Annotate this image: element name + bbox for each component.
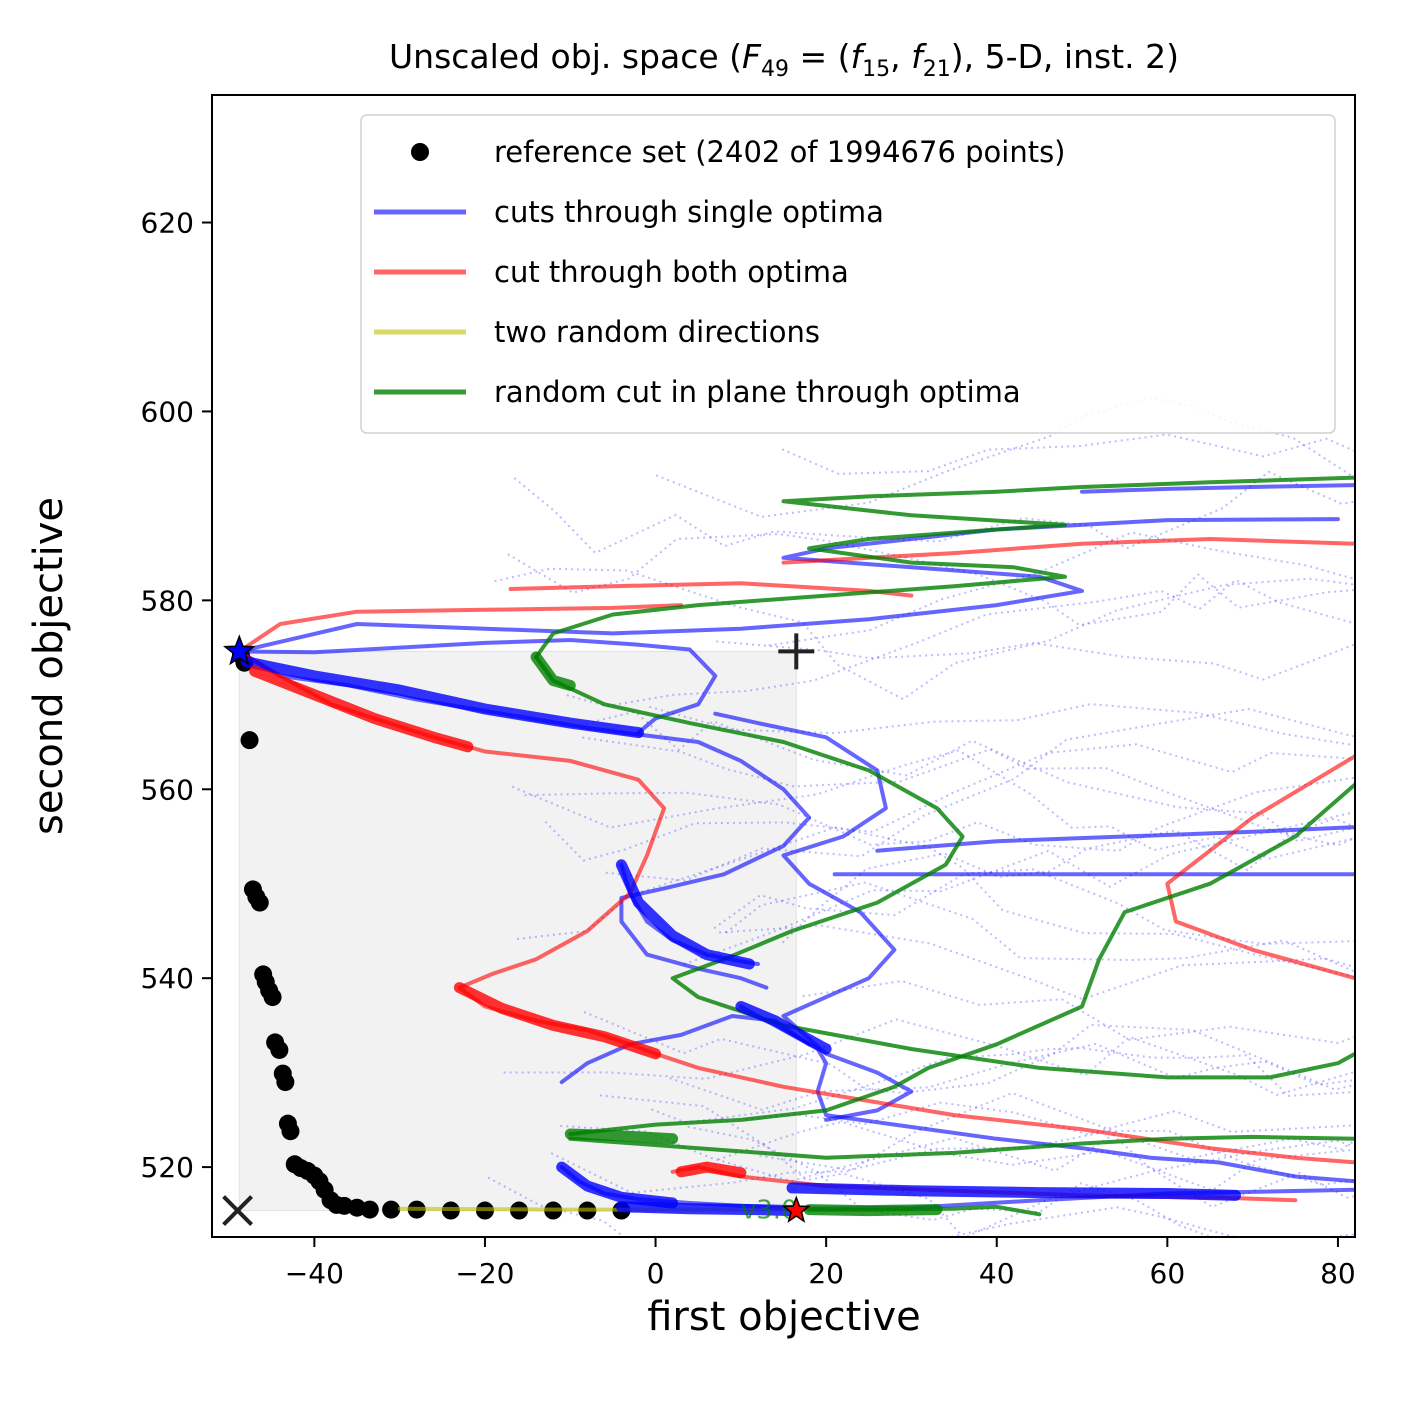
series-line-highlight <box>675 1161 747 1179</box>
plot-frame <box>211 94 1356 1238</box>
dotted-cut-line <box>759 1129 1355 1172</box>
series-line <box>237 603 684 654</box>
reference-point <box>276 1073 295 1092</box>
dotted-cut-line <box>524 776 1355 852</box>
series-line <box>781 537 1355 565</box>
x-tick-label: 60 <box>1150 1257 1186 1290</box>
series-line-highlight <box>615 1201 798 1217</box>
dotted-cut-line <box>516 826 1355 978</box>
reference-point <box>360 1200 379 1219</box>
series-line-highlight <box>556 1161 679 1209</box>
y-tick-label: 620 <box>141 207 194 240</box>
dotted-cut-line <box>781 817 1355 944</box>
reference-point <box>250 893 269 912</box>
x-axis: −40 −20 0 20 40 60 80 <box>285 1237 1356 1290</box>
series-layer <box>232 475 1355 1220</box>
dotted-cut-line <box>605 707 1355 882</box>
series-line <box>713 711 914 1122</box>
legend-label: reference set (2402 of 1994676 points) <box>494 135 1066 169</box>
dotted-cut-line <box>511 749 1355 860</box>
series-line-highlight <box>240 656 644 739</box>
dotted-cut-line <box>802 979 1355 1045</box>
series-line-highlight <box>786 1182 1242 1201</box>
ideal-point-marker <box>222 1195 254 1226</box>
dotted-cut-line <box>507 532 1355 627</box>
y-tick-label: 600 <box>141 395 194 428</box>
series-line <box>1165 754 1355 981</box>
series-line-highlight <box>249 665 474 753</box>
series-line <box>1080 483 1355 494</box>
series-line <box>237 517 1340 654</box>
dotted-cut-line <box>566 578 1355 708</box>
series-line-highlight <box>530 651 576 691</box>
legend-label: random cut in plane through optima <box>494 375 1021 409</box>
legend: reference set (2402 of 1994676 points) cu… <box>360 114 1336 434</box>
series-line <box>568 1134 1355 1160</box>
x-tick-label: 0 <box>647 1257 665 1290</box>
first-optimum-star-icon <box>222 634 256 666</box>
y-axis-label: second objective <box>26 497 72 835</box>
series-line <box>237 638 718 735</box>
legend-label: cut through both optima <box>494 255 849 289</box>
reference-point <box>270 1040 289 1059</box>
reference-point <box>382 1200 401 1219</box>
y-tick-label: 580 <box>141 584 194 617</box>
y-tick-label: 540 <box>141 962 194 995</box>
legend-label: cuts through single optima <box>494 195 884 229</box>
marker-layer: v3.0 <box>222 633 815 1226</box>
dotted-cut-line <box>781 433 1355 475</box>
series-line-highlight <box>735 1001 832 1055</box>
series-line <box>534 655 1355 1080</box>
series-line-highlight <box>564 1128 679 1145</box>
series-line <box>568 782 1355 1136</box>
x-tick-label: −20 <box>455 1257 514 1290</box>
legend-marker <box>411 143 429 161</box>
reference-point <box>281 1122 300 1141</box>
series-line-highlight <box>453 982 662 1060</box>
reference-point <box>263 988 282 1007</box>
y-axis: 520 540 560 580 600 620 <box>141 207 212 1184</box>
nadir-point-marker <box>778 633 815 670</box>
dotted-cut-line <box>669 1042 1355 1111</box>
y-tick-label: 520 <box>141 1151 194 1184</box>
legend-box <box>360 114 1336 434</box>
dotted-cut-line <box>544 743 1355 862</box>
legend-label: two random directions <box>494 315 820 349</box>
second-optimum-star-icon <box>781 1195 811 1223</box>
series-line <box>534 475 1355 659</box>
dotted-cut-line <box>725 881 1355 973</box>
dotted-cut-line <box>583 1010 1355 1095</box>
x-axis-label: first objective <box>647 1294 921 1340</box>
x-tick-label: 40 <box>979 1257 1015 1290</box>
x-tick-label: −40 <box>285 1257 344 1290</box>
series-line-highlight <box>615 859 755 970</box>
dominated-region <box>238 650 797 1212</box>
dotted-cut-line <box>487 1176 1355 1237</box>
dotted-cut-line <box>717 1120 1355 1192</box>
series-line-highlight <box>803 1204 943 1217</box>
reference-point <box>240 731 259 750</box>
x-tick-label: 20 <box>808 1257 844 1290</box>
plot-area: v3.0 <box>222 396 1355 1237</box>
dotted-cut-line <box>716 640 1355 681</box>
chart-title: Unscaled obj. space (F49 = (f15, f21), 5… <box>389 37 1179 82</box>
y-tick-label: 560 <box>141 773 194 806</box>
x-tick-label: 80 <box>1320 1257 1356 1290</box>
